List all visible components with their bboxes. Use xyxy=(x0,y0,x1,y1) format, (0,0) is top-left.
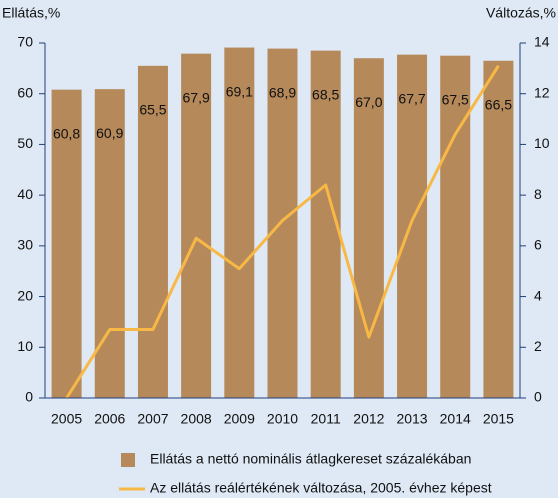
bar-value-label: 68,9 xyxy=(269,84,296,100)
y2-tick-label: 10 xyxy=(534,135,550,151)
x-tick-label: 2006 xyxy=(94,411,125,427)
y2-tick-label: 2 xyxy=(534,338,542,354)
x-tick-label: 2009 xyxy=(224,411,255,427)
x-tick-label: 2005 xyxy=(51,411,82,427)
bar-value-label: 65,5 xyxy=(139,102,166,118)
y2-axis-label: Változás,% xyxy=(486,5,556,21)
bar-value-label: 67,0 xyxy=(355,94,382,110)
bar-value-label: 67,7 xyxy=(398,90,425,106)
bar xyxy=(483,60,514,398)
bar xyxy=(181,53,212,399)
bar xyxy=(224,47,255,399)
y-tick-label: 40 xyxy=(17,186,33,202)
y-tick-label: 30 xyxy=(17,237,33,253)
bar-value-label: 66,5 xyxy=(485,96,512,112)
y2-tick-label: 12 xyxy=(534,84,550,100)
y2-tick-label: 6 xyxy=(534,237,542,253)
x-tick-label: 2008 xyxy=(181,411,212,427)
bar-value-label: 60,9 xyxy=(96,125,123,141)
x-tick-label: 2011 xyxy=(311,411,341,427)
x-tick-label: 2012 xyxy=(353,411,384,427)
y-tick-label: 20 xyxy=(17,287,33,303)
y-tick-label: 60 xyxy=(17,84,33,100)
y2-tick-label: 4 xyxy=(534,287,542,303)
y-tick-label: 70 xyxy=(17,34,33,50)
legend-label: Az ellátás reálértékének változása, 2005… xyxy=(150,480,492,496)
bar xyxy=(397,54,428,399)
legend-swatch xyxy=(121,453,135,467)
bar-value-label: 67,5 xyxy=(442,91,469,107)
bar-value-label: 68,5 xyxy=(312,86,339,102)
bar xyxy=(51,89,82,399)
bar xyxy=(353,58,384,398)
y-tick-label: 0 xyxy=(25,389,33,405)
x-tick-label: 2014 xyxy=(440,411,471,427)
y-tick-label: 50 xyxy=(17,135,33,151)
y-axis-label: Ellátás,% xyxy=(2,5,60,21)
x-tick-label: 2015 xyxy=(483,411,514,427)
y2-tick-label: 0 xyxy=(534,389,542,405)
bar-value-label: 67,9 xyxy=(183,89,210,105)
bar-value-label: 69,1 xyxy=(226,83,253,99)
bar-value-label: 60,8 xyxy=(53,125,80,141)
y-tick-label: 10 xyxy=(17,338,33,354)
legend-label: Ellátás a nettó nominális átlagkereset s… xyxy=(150,451,471,467)
x-tick-label: 2007 xyxy=(137,411,168,427)
bar xyxy=(440,55,471,399)
bar xyxy=(137,65,168,399)
x-tick-label: 2010 xyxy=(267,411,298,427)
line xyxy=(65,65,500,399)
bar xyxy=(267,48,298,398)
y2-tick-label: 14 xyxy=(534,34,550,50)
x-tick-label: 2013 xyxy=(396,411,427,427)
y2-tick-label: 8 xyxy=(534,186,542,202)
